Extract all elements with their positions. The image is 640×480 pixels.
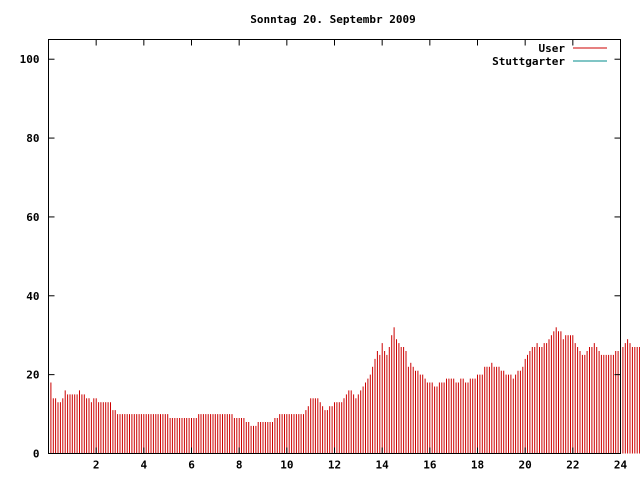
x-tick-label: 14 <box>376 459 390 472</box>
user-series-bars <box>50 327 640 454</box>
legend: User Stuttgarter <box>492 42 607 68</box>
x-tick-label: 8 <box>236 459 243 472</box>
chart-title: Sonntag 20. Septembr 2009 <box>250 13 416 26</box>
x-tick-label: 2 <box>93 459 100 472</box>
x-tick-label: 22 <box>566 459 579 472</box>
y-tick-label: 60 <box>26 211 39 224</box>
y-tick-label: 40 <box>26 290 39 303</box>
legend-label-user: User <box>539 42 566 55</box>
x-tick-label: 6 <box>188 459 195 472</box>
y-tick-label: 100 <box>20 53 40 66</box>
x-tick-label: 24 <box>614 459 628 472</box>
y-tick-label: 0 <box>33 448 40 461</box>
x-tick-label: 4 <box>141 459 148 472</box>
x-tick-label: 10 <box>280 459 293 472</box>
y-tick-label: 20 <box>26 369 39 382</box>
x-tick-label: 18 <box>471 459 484 472</box>
y-tick-label: 80 <box>26 132 39 145</box>
x-tick-label: 16 <box>423 459 437 472</box>
x-tick-label: 20 <box>519 459 532 472</box>
x-tick-label: 12 <box>328 459 341 472</box>
legend-label-stuttgarter: Stuttgarter <box>492 55 565 68</box>
